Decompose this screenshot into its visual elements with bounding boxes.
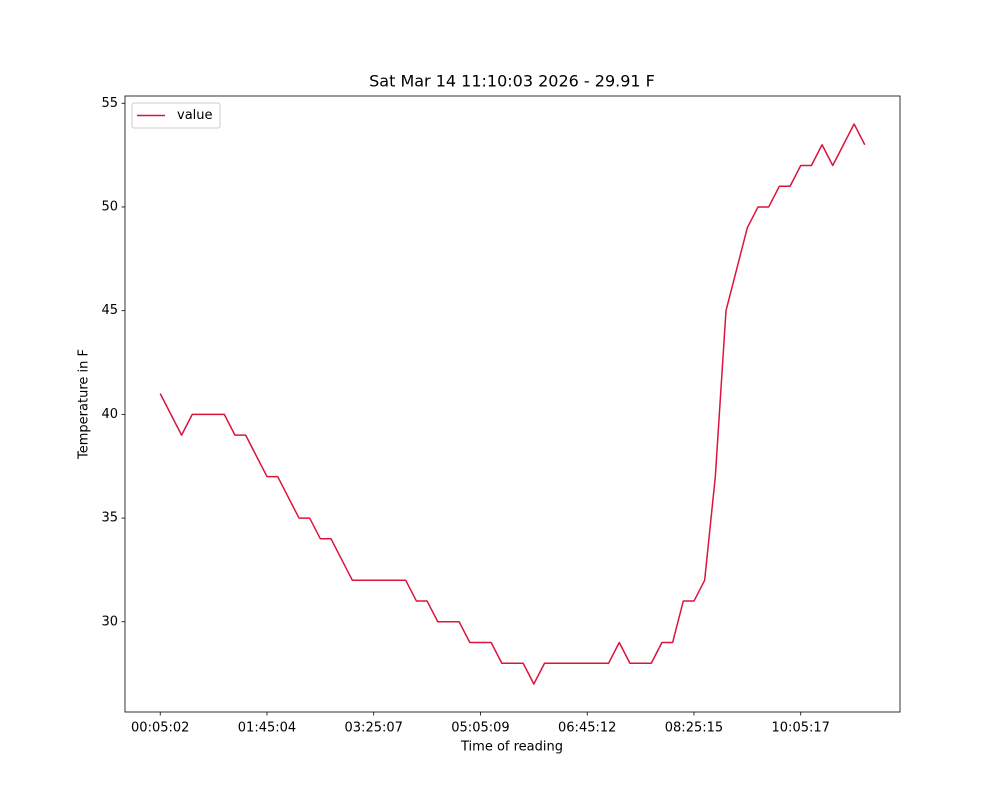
x-tick-label: 06:45:12: [558, 721, 616, 736]
y-tick-label: 45: [101, 303, 118, 318]
x-tick-label: 10:05:17: [772, 721, 830, 736]
legend-box: [131, 102, 221, 129]
x-tick-label: 00:05:02: [131, 721, 189, 736]
x-tick-label: 08:25:15: [665, 721, 723, 736]
y-tick-label: 40: [101, 407, 118, 422]
y-tick-label: 55: [101, 96, 118, 111]
legend-label: value: [177, 108, 213, 123]
x-axis-label: Time of reading: [460, 740, 563, 755]
x-tick-label: 03:25:07: [345, 721, 403, 736]
y-axis-label: Temperature in F: [77, 349, 92, 460]
data-line: [159, 123, 866, 685]
chart-title: Sat Mar 14 11:10:03 2026 - 29.91 F: [369, 72, 655, 91]
plot-frame: [124, 95, 901, 713]
y-tick-label: 30: [101, 614, 118, 629]
x-tick-label: 01:45:04: [238, 721, 296, 736]
y-tick-label: 50: [101, 199, 118, 214]
x-tick-label: 05:05:09: [451, 721, 509, 736]
y-tick-label: 35: [101, 511, 118, 526]
